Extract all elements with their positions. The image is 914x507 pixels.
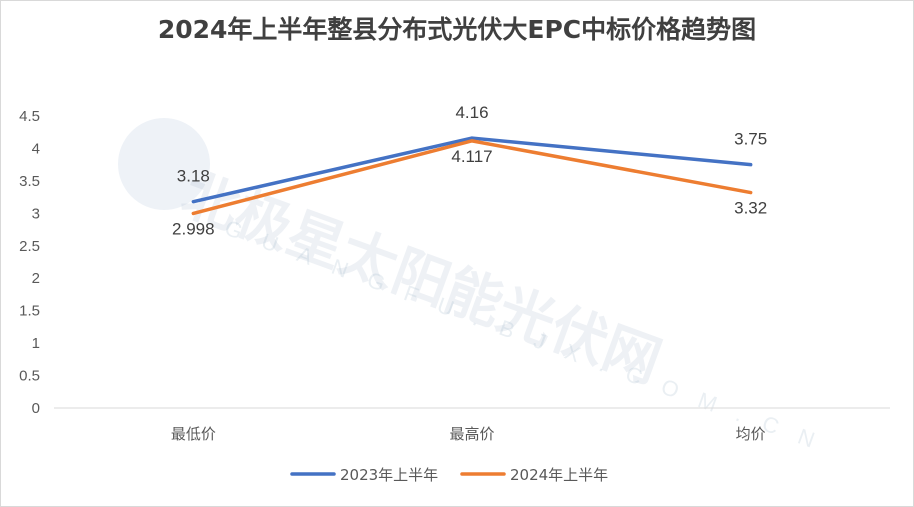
y-tick-label: 2	[32, 270, 40, 287]
data-label: 3.18	[177, 167, 210, 186]
data-label: 3.32	[734, 199, 767, 218]
chart-title: 2024年上半年整县分布式光伏大EPC中标价格趋势图	[157, 15, 757, 44]
y-tick-label: 1.5	[19, 303, 40, 320]
y-tick-label: 4.5	[19, 108, 40, 125]
legend-label: 2023年上半年	[340, 466, 438, 484]
y-tick-label: 3	[32, 205, 40, 222]
series-line-0	[191, 136, 753, 204]
x-tick-label: 均价	[736, 425, 766, 443]
data-label: 2.998	[172, 219, 215, 238]
data-label: 4.117	[451, 147, 492, 166]
y-tick-label: 0.5	[19, 368, 40, 385]
y-tick-label: 4	[32, 140, 40, 157]
y-tick-label: 2.5	[19, 238, 40, 255]
x-tick-label: 最高价	[449, 425, 494, 443]
data-label: 4.16	[455, 103, 488, 122]
y-tick-label: 0	[32, 400, 40, 417]
data-label: 3.75	[734, 130, 767, 149]
y-tick-label: 1	[32, 335, 40, 352]
x-tick-label: 最低价	[171, 425, 216, 443]
legend-label: 2024年上半年	[510, 466, 608, 484]
y-tick-label: 3.5	[19, 173, 40, 190]
series-line-1	[191, 139, 753, 216]
